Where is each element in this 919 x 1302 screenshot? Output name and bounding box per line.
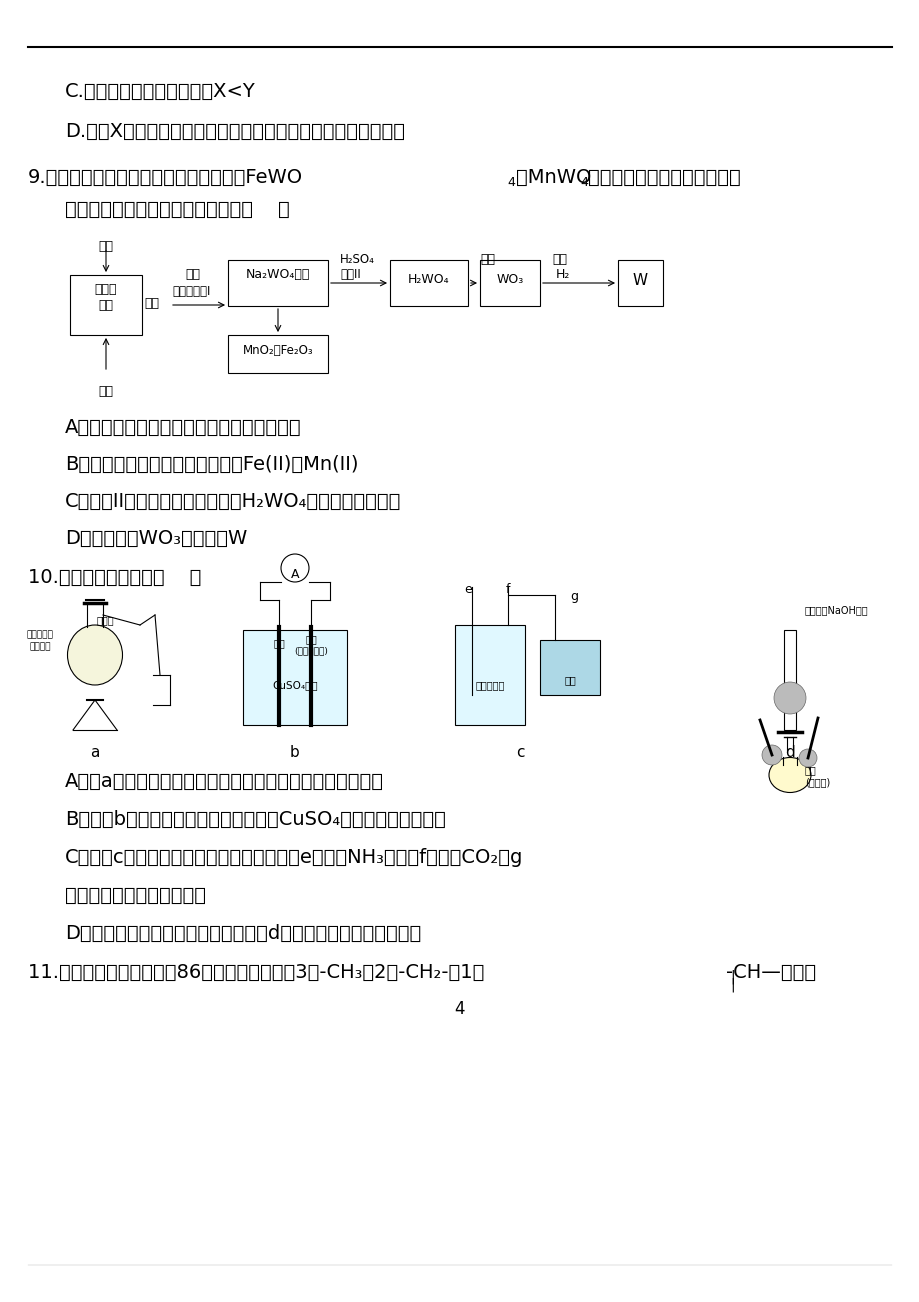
- Text: 10.下列说法错误的是（    ）: 10.下列说法错误的是（ ）: [28, 568, 201, 587]
- Circle shape: [280, 553, 309, 582]
- Text: 碎瓷片: 碎瓷片: [96, 615, 114, 625]
- Bar: [228, 260, 328, 306]
- Text: 粗铜: 粗铜: [305, 634, 316, 644]
- Text: 冷却: 冷却: [185, 268, 199, 281]
- Bar: [228, 335, 328, 372]
- Text: 9.钨是高熔点金属，工业上用主要成分为FeWO: 9.钨是高熔点金属，工业上用主要成分为FeWO: [28, 168, 302, 187]
- Text: Na₂WO₄溶液: Na₂WO₄溶液: [245, 268, 310, 281]
- Text: D．测定某盐酸的物质的量浓度所用图d所示装置中滴定管选择错误: D．测定某盐酸的物质的量浓度所用图d所示装置中滴定管选择错误: [65, 924, 421, 943]
- Ellipse shape: [67, 625, 122, 685]
- Text: H₂: H₂: [555, 268, 570, 281]
- Text: 水浸、操作I: 水浸、操作I: [172, 285, 210, 298]
- Text: 精铜: 精铜: [273, 638, 285, 648]
- Text: a: a: [90, 745, 99, 760]
- Text: e: e: [463, 583, 471, 596]
- Circle shape: [761, 745, 781, 766]
- Text: 中盛放蘸有稀硫酸的脱脂棉: 中盛放蘸有稀硫酸的脱脂棉: [65, 885, 206, 905]
- Text: C．用图c所示装置制备碳酸氢钠固体时，从e口通入NH₃，再从f口通入CO₂，g: C．用图c所示装置制备碳酸氢钠固体时，从e口通入NH₃，再从f口通入CO₂，g: [65, 848, 523, 867]
- Text: D.元素X的气态氢化物与其最高价氧化物对应水化物能发生反应: D.元素X的气态氢化物与其最高价氧化物对应水化物能发生反应: [65, 122, 404, 141]
- Text: 矿粉: 矿粉: [98, 299, 113, 312]
- Text: 11.某烃的相对分子质量为86，如果分子中含有3个-CH₃、2个-CH₂-和1个: 11.某烃的相对分子质量为86，如果分子中含有3个-CH₃、2个-CH₂-和1个: [28, 963, 490, 982]
- Text: f: f: [505, 583, 510, 596]
- Text: B．共熔过程中空气的作用是氧化Fe(II)和Mn(II): B．共熔过程中空气的作用是氧化Fe(II)和Mn(II): [65, 454, 358, 474]
- Text: H₂WO₄: H₂WO₄: [408, 273, 449, 286]
- Text: 的黑钨铁矿与纯碱共熔冶炼钨: 的黑钨铁矿与纯碱共熔冶炼钨: [587, 168, 740, 187]
- Text: C．操作II是过滤、洗涤、干燥，H₂WO₄难溶于水且不稳定: C．操作II是过滤、洗涤、干燥，H₂WO₄难溶于水且不稳定: [65, 492, 401, 510]
- Text: 4: 4: [506, 176, 515, 189]
- Bar: [480, 260, 539, 306]
- Text: 操作II: 操作II: [340, 268, 360, 281]
- Bar: [390, 260, 468, 306]
- Text: MnO₂、Fe₂O₃: MnO₂、Fe₂O₃: [243, 344, 313, 357]
- Text: WO₃: WO₃: [496, 273, 523, 286]
- Text: D．在高温下WO₃被氧化成W: D．在高温下WO₃被氧化成W: [65, 529, 247, 548]
- Text: |: |: [729, 970, 734, 984]
- Text: 共熔: 共熔: [144, 297, 159, 310]
- Text: 盐酸: 盐酸: [804, 766, 816, 775]
- Circle shape: [798, 749, 816, 767]
- Text: A．图a所示实验中，石蜡油发生分解反应，碎瓷片作催化剂: A．图a所示实验中，石蜡油发生分解反应，碎瓷片作催化剂: [65, 772, 383, 792]
- Text: 饱和食盐水: 饱和食盐水: [475, 680, 505, 690]
- Circle shape: [773, 682, 805, 713]
- Text: 黑钨铁: 黑钨铁: [95, 283, 117, 296]
- Text: 高温: 高温: [551, 253, 566, 266]
- Bar: [70, 275, 142, 335]
- Text: 的流程如下，下列说法不正确的是（    ）: 的流程如下，下列说法不正确的是（ ）: [65, 201, 289, 219]
- Text: C.最简单氢化物的稳定性：X<Y: C.最简单氢化物的稳定性：X<Y: [65, 82, 255, 102]
- Text: 浸透了石蜡: 浸透了石蜡: [27, 630, 53, 639]
- Text: b: b: [289, 745, 300, 760]
- Text: B．用图b所示装置精炼铜，电解过程中CuSO₄溶液的浓度保持不变: B．用图b所示装置精炼铜，电解过程中CuSO₄溶液的浓度保持不变: [65, 810, 446, 829]
- Bar: [783, 630, 795, 730]
- Bar: [618, 260, 663, 306]
- Text: H₂SO₄: H₂SO₄: [340, 253, 374, 266]
- Text: W: W: [631, 273, 647, 288]
- Text: c: c: [516, 745, 524, 760]
- Text: d: d: [784, 745, 794, 760]
- Text: 和MnWO: 和MnWO: [516, 168, 591, 187]
- Text: 油的石棉: 油的石棉: [29, 642, 51, 651]
- Text: 4: 4: [579, 176, 587, 189]
- Bar: [243, 630, 346, 725]
- Text: 4: 4: [454, 1000, 465, 1018]
- Text: -CH—，则该: -CH—，则该: [725, 963, 815, 982]
- Text: A．将黑钨铁矿粉碎的目的是增大反应的速率: A．将黑钨铁矿粉碎的目的是增大反应的速率: [65, 418, 301, 437]
- Text: |: |: [729, 978, 734, 992]
- Text: CuSO₄溶液: CuSO₄溶液: [272, 680, 317, 690]
- Text: 纯碱: 纯碱: [98, 240, 113, 253]
- Text: (含酚酞): (含酚酞): [804, 777, 829, 786]
- Text: A: A: [290, 568, 299, 581]
- Text: g: g: [570, 590, 577, 603]
- Text: (含锌、银等): (含锌、银等): [294, 646, 327, 655]
- Ellipse shape: [768, 758, 811, 793]
- Bar: [539, 641, 599, 695]
- Text: 一定浓度NaOH溶液: 一定浓度NaOH溶液: [804, 605, 868, 615]
- Text: 加热: 加热: [480, 253, 494, 266]
- Bar: [455, 625, 525, 725]
- Text: 冷水: 冷水: [563, 674, 575, 685]
- Text: 空气: 空气: [98, 385, 113, 398]
